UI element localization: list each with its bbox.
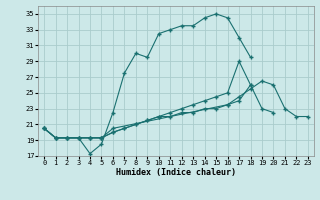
X-axis label: Humidex (Indice chaleur): Humidex (Indice chaleur)	[116, 168, 236, 177]
